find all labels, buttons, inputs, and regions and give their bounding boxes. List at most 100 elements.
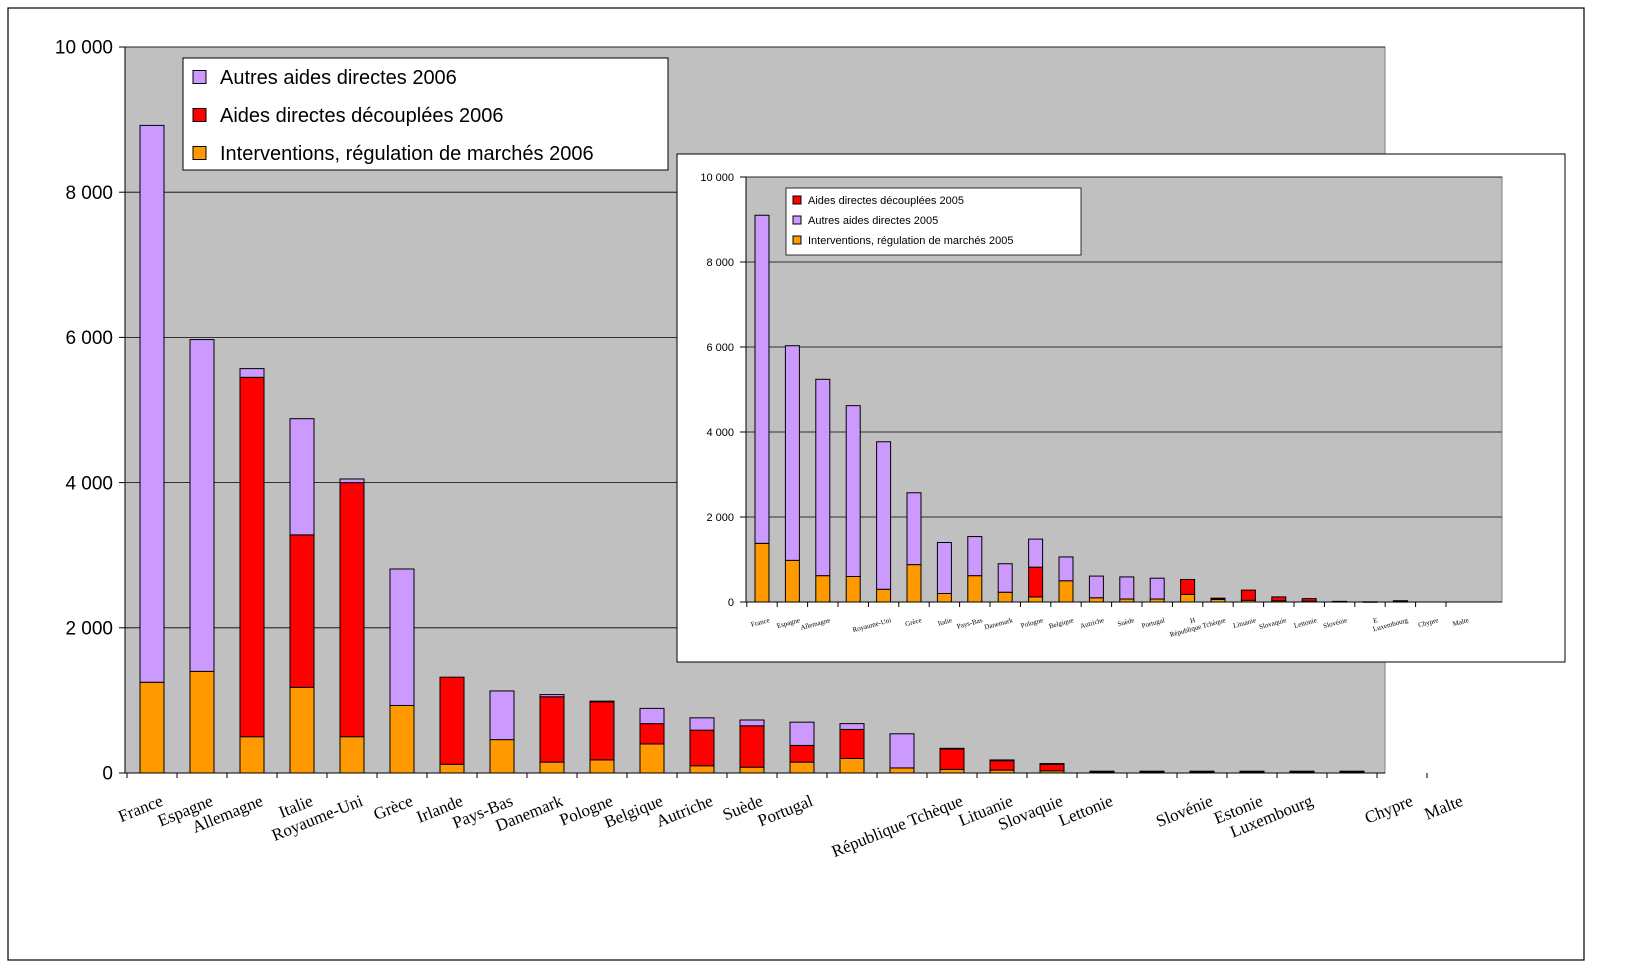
bar-segment-autres — [289, 418, 315, 536]
bar-segment-decouplees — [239, 376, 265, 738]
main-legend: Autres aides directes 2006 Aides directes… — [182, 57, 669, 171]
bar-segment-autres — [339, 478, 365, 484]
bar-segment-autres — [936, 542, 952, 594]
bar-segment-autres — [389, 568, 415, 706]
bar-segment-autres — [1058, 556, 1074, 582]
legend-swatch-autres — [792, 215, 802, 225]
bar-segment-interventions — [1088, 597, 1104, 603]
bar-segment-decouplees — [1180, 578, 1196, 595]
bar-segment-interventions — [439, 763, 465, 774]
bar-segment-interventions — [967, 575, 983, 603]
bar-segment-decouplees — [739, 725, 765, 768]
x-tick-label: E — [1372, 616, 1378, 625]
bar-segment-interventions — [876, 588, 892, 603]
bar-segment-interventions — [754, 542, 770, 603]
bar-segment-interventions — [784, 559, 800, 603]
bar-segment-decouplees — [589, 701, 615, 761]
bar-segment-autres — [939, 747, 965, 750]
y-tick-label: 2 000 — [65, 618, 113, 639]
bar-segment-decouplees — [289, 534, 315, 688]
bar-segment-interventions — [539, 761, 565, 774]
legend-swatch-decouplees — [792, 195, 802, 205]
bar-segment-interventions — [389, 704, 415, 774]
bar-segment-autres — [189, 339, 215, 672]
bar-segment-decouplees — [639, 723, 665, 745]
bar-segment-interventions — [689, 765, 715, 774]
bar-segment-autres — [906, 492, 922, 566]
legend-label: Aides directes découplées 2006 — [220, 105, 504, 127]
bar-segment-autres — [989, 759, 1015, 762]
bar-segment-autres — [1028, 538, 1044, 568]
bar-segment-autres — [139, 124, 165, 683]
bar-segment-interventions — [939, 768, 965, 774]
y-tick-label: 4 000 — [706, 427, 734, 439]
bar-segment-autres — [997, 563, 1013, 593]
bar-segment-interventions — [189, 670, 215, 774]
bar-segment-autres — [1392, 600, 1408, 603]
bar-segment-autres — [539, 694, 565, 698]
bar-segment-autres — [815, 378, 831, 577]
bar-segment-decouplees — [1271, 596, 1287, 602]
inset-bars — [754, 214, 1408, 603]
legend-label: Aides directes découplées 2005 — [808, 195, 964, 207]
bar-segment-interventions — [1058, 580, 1074, 603]
bar-segment-interventions — [239, 736, 265, 774]
bar-segment-decouplees — [839, 728, 865, 759]
bar-segment-autres — [1089, 770, 1115, 773]
bar-segment-decouplees — [689, 729, 715, 767]
legend-label: Autres aides directes 2006 — [220, 67, 457, 89]
bar-segment-interventions — [589, 759, 615, 774]
legend-label: Autres aides directes 2005 — [808, 215, 938, 227]
bar-segment-interventions — [845, 576, 861, 603]
bar-segment-interventions — [906, 564, 922, 603]
bar-segment-autres — [239, 368, 265, 378]
bar-segment-autres — [754, 214, 770, 544]
x-tick-label: Italie — [937, 616, 953, 627]
bar-segment-interventions — [839, 757, 865, 774]
inset-legend: Aides directes découplées 2005 Autres aid… — [785, 187, 1082, 256]
bar-segment-autres — [784, 345, 800, 561]
main-y-axis: 0 2 000 4 000 6 000 8 000 10 000 — [55, 38, 1428, 785]
bar-segment-autres — [845, 405, 861, 577]
y-tick-label: 10 000 — [55, 38, 113, 59]
y-tick-label: 6 000 — [65, 328, 113, 349]
bar-segment-autres — [1210, 597, 1226, 600]
y-tick-label: 4 000 — [65, 473, 113, 494]
legend-swatch-autres — [192, 70, 207, 84]
bar-segment-autres — [876, 441, 892, 590]
bar-segment-interventions — [789, 761, 815, 774]
bar-segment-decouplees — [439, 676, 465, 765]
bar-segment-autres — [839, 723, 865, 730]
bar-segment-interventions — [997, 591, 1013, 603]
bar-segment-interventions — [1028, 596, 1044, 603]
bar-segment-autres — [1119, 576, 1135, 600]
bar-segment-interventions — [936, 593, 952, 603]
y-tick-label: 10 000 — [700, 172, 734, 184]
legend-label: Interventions, régulation de marchés 200… — [220, 143, 594, 165]
bar-segment-interventions — [289, 686, 315, 774]
bar-segment-autres — [639, 707, 665, 725]
inset-legend-box — [785, 187, 1082, 256]
bar-segment-autres — [489, 690, 515, 741]
y-tick-label: 0 — [728, 597, 734, 609]
bar-segment-autres — [967, 536, 983, 577]
main-legend-box — [182, 57, 669, 171]
legend-swatch-interventions — [792, 235, 802, 245]
bar-segment-autres — [1149, 577, 1165, 600]
bar-segment-decouplees — [989, 760, 1015, 771]
x-tick-label: H — [1189, 616, 1196, 625]
bar-segment-interventions — [489, 739, 515, 774]
bar-segment-autres — [889, 733, 915, 769]
bar-segment-autres — [739, 719, 765, 727]
bar-segment-autres — [1239, 770, 1265, 773]
bar-segment-autres — [1189, 770, 1215, 773]
bar-segment-interventions — [815, 575, 831, 603]
bar-segment-autres — [1139, 770, 1165, 773]
y-tick-label: 6 000 — [706, 342, 734, 354]
y-tick-label: 0 — [102, 764, 113, 785]
bar-segment-decouplees — [539, 696, 565, 763]
bar-segment-autres — [1088, 575, 1104, 599]
bar-segment-decouplees — [1240, 589, 1256, 601]
